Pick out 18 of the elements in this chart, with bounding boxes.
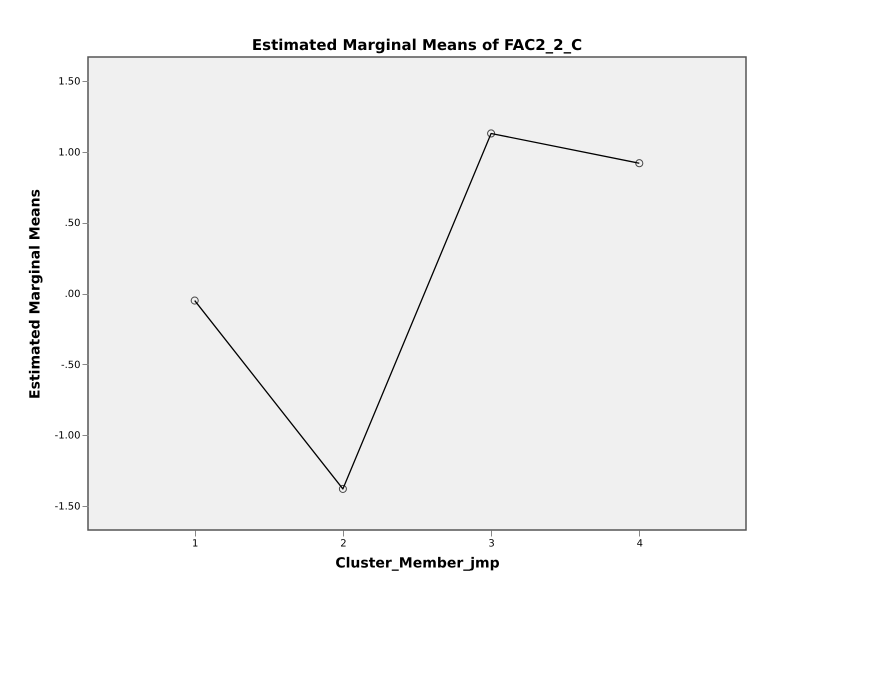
x-tick-label: 3: [488, 538, 495, 550]
point: [487, 129, 496, 138]
y-tick-label: -1.50: [54, 501, 80, 512]
y-tick-label: -.50: [60, 360, 80, 371]
y-tick-label: 1.50: [58, 76, 80, 88]
x-tick-label: 2: [340, 538, 347, 550]
y-tick-label: 1.00: [58, 147, 80, 158]
x-tick-label: 4: [636, 538, 643, 550]
y-tick-label: .50: [64, 218, 80, 230]
point: [635, 159, 644, 168]
point: [190, 296, 199, 305]
x-axis-title: Cluster_Member_jmp: [335, 556, 500, 572]
y-tick-label: -1.00: [54, 430, 80, 442]
chart-title: Estimated Marginal Means of FAC2_2_C: [252, 36, 582, 54]
y-axis-title: Estimated Marginal Means: [28, 189, 44, 399]
x-tick-label: 1: [192, 538, 198, 550]
y-tick-label: .00: [64, 289, 80, 300]
point: [338, 484, 347, 493]
